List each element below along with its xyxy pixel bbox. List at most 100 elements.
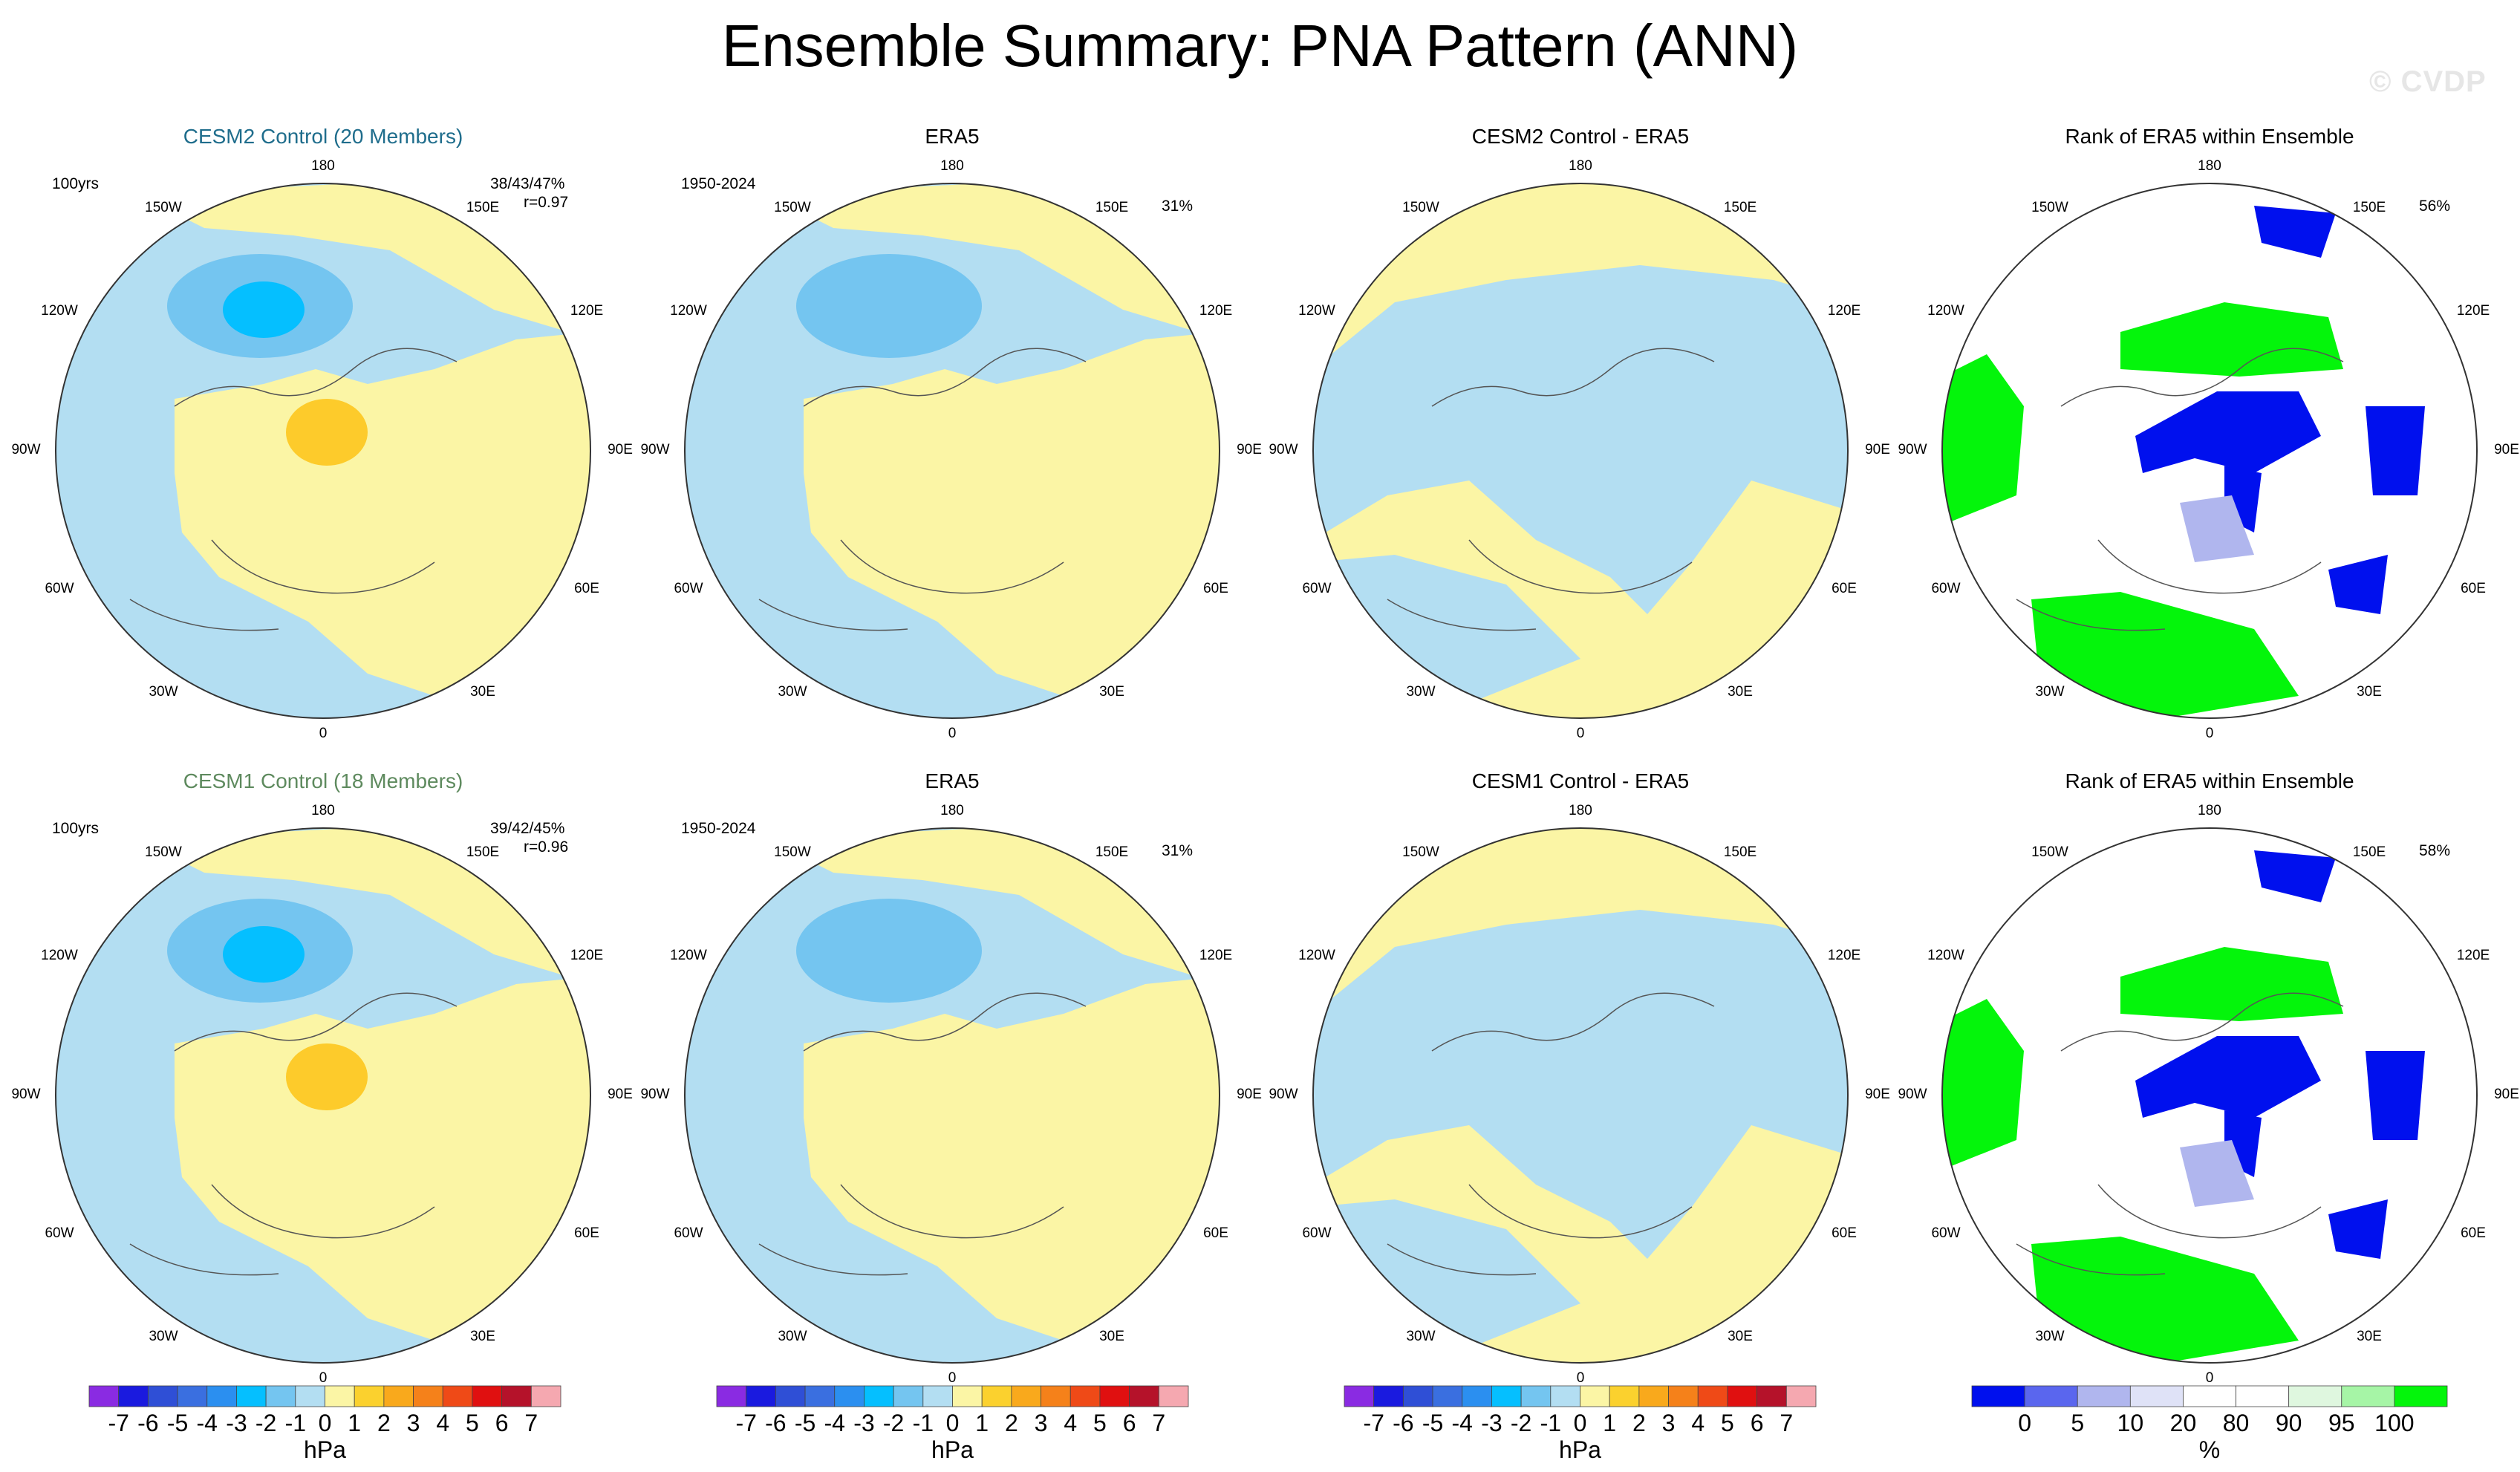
colorbar-tick: 7 xyxy=(524,1410,538,1436)
colorbar-tick: 3 xyxy=(1661,1410,1676,1436)
map-r0-c2 xyxy=(1312,183,1849,719)
yellow-region xyxy=(175,977,590,1341)
negative-core xyxy=(223,281,305,338)
colorbar-box xyxy=(530,1385,561,1407)
colorbar-tick: 7 xyxy=(1780,1410,1794,1436)
lon-label: 150E xyxy=(2352,844,2386,860)
colorbar-box xyxy=(1158,1385,1189,1407)
negative-core xyxy=(223,926,305,983)
colorbar-box xyxy=(1638,1385,1669,1407)
lon-label: 30W xyxy=(149,684,178,700)
colorbar-tick: 0 xyxy=(1573,1410,1587,1436)
lon-label: 60W xyxy=(674,1225,703,1241)
lon-label: 30E xyxy=(1099,1329,1124,1344)
colorbar-box xyxy=(1520,1385,1552,1407)
map-rim xyxy=(684,827,1220,1364)
lon-label: 120W xyxy=(1298,303,1335,319)
lon-label: 0 xyxy=(2205,726,2214,741)
lon-label: 30E xyxy=(1728,684,1753,700)
colorbar-box xyxy=(1697,1385,1728,1407)
lon-label: 150W xyxy=(1402,200,1439,215)
colorbar-tick: 7 xyxy=(1152,1410,1166,1436)
period-note: 1950-2024 xyxy=(681,175,756,192)
map-rim xyxy=(1941,827,2478,1364)
lon-label: 60W xyxy=(1302,1225,1332,1241)
lon-label: 60E xyxy=(574,1225,599,1241)
lon-label: 180 xyxy=(311,803,335,818)
pattern-correlation: r=0.96 xyxy=(524,838,569,856)
colorbar-tick: -7 xyxy=(735,1410,757,1436)
colorbar-box xyxy=(88,1385,120,1407)
lon-label: 60E xyxy=(1203,581,1228,596)
colorbar-tick: -5 xyxy=(1422,1410,1444,1436)
lon-label: 60E xyxy=(1832,1225,1857,1241)
colorbar-box xyxy=(893,1385,924,1407)
colorbar-box xyxy=(1668,1385,1699,1407)
colorbar-tick: 3 xyxy=(406,1410,420,1436)
colorbar-tick: 1 xyxy=(1603,1410,1617,1436)
map-r0-c1 xyxy=(684,183,1220,719)
yellow-region xyxy=(175,332,590,696)
colorbar-tick: -2 xyxy=(882,1410,905,1436)
lon-label: 90W xyxy=(1898,442,1927,457)
lon-label: 120W xyxy=(1298,948,1335,963)
coastline xyxy=(129,348,458,631)
lon-label: 150E xyxy=(1723,844,1757,860)
lon-label: 60E xyxy=(2461,581,2486,596)
colorbar-tick: 4 xyxy=(1691,1410,1705,1436)
colorbar-tick: -7 xyxy=(1363,1410,1384,1436)
lon-label: 60W xyxy=(1302,581,1332,596)
lon-label: 60E xyxy=(1203,1225,1228,1241)
colorbar-box xyxy=(442,1385,473,1407)
map-rim xyxy=(1312,827,1849,1364)
colorbar-tick: 20 xyxy=(2169,1410,2197,1436)
colorbar-tick: 1 xyxy=(975,1410,989,1436)
colorbar-unit: hPa xyxy=(1559,1436,1601,1463)
colorbar-box xyxy=(804,1385,836,1407)
lon-label: 90E xyxy=(608,1087,633,1102)
lon-label: 90E xyxy=(2494,442,2519,457)
colorbar-tick: 6 xyxy=(495,1410,509,1436)
period-note: 100yrs xyxy=(52,820,100,837)
lon-label: 150E xyxy=(1095,200,1129,215)
yellow-region xyxy=(804,332,1220,696)
rank-lightblue xyxy=(2180,495,2254,562)
colorbar-box xyxy=(2129,1385,2184,1407)
lon-label: 120E xyxy=(1199,303,1233,319)
map-rim xyxy=(55,827,591,1364)
lon-label: 90E xyxy=(608,442,633,457)
colorbar-box xyxy=(746,1385,776,1407)
colorbar-box xyxy=(2288,1385,2342,1407)
colorbar-tick: -4 xyxy=(1451,1410,1473,1436)
colorbar-box xyxy=(1580,1385,1610,1407)
colorbar-tick: -3 xyxy=(853,1410,875,1436)
colorbar-box xyxy=(236,1385,267,1407)
lon-label: 0 xyxy=(319,1370,328,1386)
colorbar-tick: 95 xyxy=(2328,1410,2355,1436)
colorbar-box xyxy=(118,1385,149,1407)
rank-lightblue xyxy=(2180,1140,2254,1207)
lon-label: 30W xyxy=(1406,684,1436,700)
colorbar-tick: 6 xyxy=(1122,1410,1136,1436)
blue-region xyxy=(1313,265,1848,614)
lon-label: 60W xyxy=(45,581,74,596)
colorbar-tick: 0 xyxy=(318,1410,332,1436)
rank-green xyxy=(2120,947,2343,1021)
colorbar-box xyxy=(2341,1385,2395,1407)
lon-label: 90E xyxy=(2494,1087,2519,1102)
colorbar-box xyxy=(775,1385,806,1407)
colorbar-tick: 4 xyxy=(436,1410,450,1436)
yellow-region xyxy=(804,977,1220,1341)
lon-label: 0 xyxy=(1576,1370,1585,1386)
positive-core xyxy=(286,1043,368,1110)
colorbar-tick: 2 xyxy=(1004,1410,1018,1436)
colorbar-box xyxy=(1402,1385,1433,1407)
colorbar-tick: 2 xyxy=(1632,1410,1646,1436)
map-r1-c1 xyxy=(684,827,1220,1364)
percent-value: 56% xyxy=(2419,198,2451,215)
panel-title: ERA5 xyxy=(925,125,980,148)
lon-label: 30E xyxy=(470,1329,495,1344)
lon-label: 60W xyxy=(1931,1225,1961,1241)
colorbar-box xyxy=(1785,1385,1817,1407)
